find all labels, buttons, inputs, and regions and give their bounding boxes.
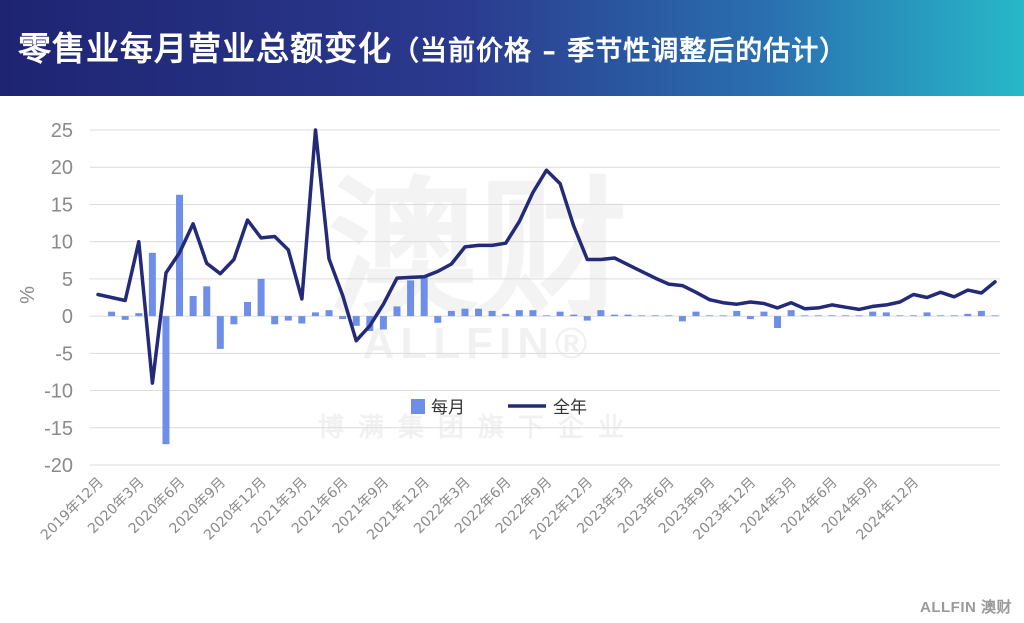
monthly-bar [570,314,578,317]
monthly-bar [665,315,673,317]
y-tick-label: -5 [55,343,73,365]
monthly-bar [706,315,714,317]
monthly-bar [909,315,917,317]
monthly-bar [447,310,455,317]
y-axis-label: % [17,286,39,304]
monthly-bar [475,308,483,317]
monthly-bar [787,310,795,317]
watermark-mid: ALLFIN® [363,319,594,368]
monthly-bar [148,252,156,317]
y-tick-label: -10 [44,381,73,403]
monthly-bar [339,316,347,320]
monthly-bar [325,310,333,317]
monthly-bar [692,311,700,317]
monthly-bar [556,311,564,317]
monthly-bar [610,314,618,317]
monthly-bar [624,314,632,317]
monthly-bar [284,316,292,321]
monthly-bar [651,315,659,317]
annual-line [96,128,997,385]
chart-canvas: 澳财 ALLFIN® 博满集团旗下企业 25 20 15 10 5 0 -5 -10 -15 -2… [17,120,1000,544]
monthly-bar [257,278,265,317]
monthly-bar [855,315,863,317]
monthly-bar [434,316,442,323]
y-tick-label: 25 [51,120,73,142]
monthly-bar [896,315,904,317]
monthly-bar [271,316,279,325]
monthly-bar [828,315,836,317]
monthly-bar [162,316,170,445]
x-axis-ticks: 2019年12月2020年3月2020年6月2020年9月2020年12月202… [38,475,922,544]
monthly-bar [216,316,224,349]
y-tick-label: 10 [51,232,73,254]
legend-label-monthly: 每月 [431,398,465,418]
chart-subtitle: （当前价格 – 季节性调整后的估计） [392,36,848,67]
monthly-bar [203,286,211,317]
monthly-bar [964,313,972,317]
header-banner: 零售业每月营业总额变化（当前价格 – 季节性调整后的估计） [0,0,1024,96]
y-tick-label: 5 [62,269,73,291]
monthly-bar [719,315,727,317]
monthly-bar [393,306,401,317]
legend-label-annual: 全年 [553,398,587,418]
monthly-bar [529,310,537,317]
annual-line-layer [96,128,997,385]
monthly-bar [515,310,523,317]
monthly-bar [461,308,469,317]
monthly-bar [108,311,116,317]
monthly-bar [135,313,143,317]
monthly-bar [923,312,931,317]
y-axis-ticks: 25 20 15 10 5 0 -5 -10 -15 -20 [44,120,73,477]
monthly-bar [760,311,768,317]
monthly-bar [244,301,251,317]
y-tick-label: 0 [62,306,73,328]
monthly-bar [801,315,809,317]
monthly-bar [597,310,605,317]
chart-title: 零售业每月营业总额变化（当前价格 – 季节性调整后的估计） [18,22,847,70]
monthly-bar [420,277,428,317]
monthly-bar [352,316,360,326]
monthly-bar [583,316,591,321]
gridlines [90,129,1000,466]
y-tick-label: 15 [51,194,73,216]
monthly-bar [638,315,646,317]
monthly-bar [733,310,741,317]
monthly-bar [407,280,415,317]
chart-title-main: 零售业每月营业总额变化 [18,29,392,68]
monthly-bar [189,296,197,317]
monthly-bar [230,316,238,325]
monthly-bar [543,315,550,317]
monthly-bar [488,310,496,317]
y-tick-label: -20 [44,455,73,477]
legend-swatch-monthly [411,399,425,414]
monthly-bar [121,316,129,320]
monthly-bar [977,310,985,317]
monthly-bar [814,315,822,317]
monthly-bar [298,316,306,324]
monthly-bar [502,313,510,317]
monthly-bar [842,315,849,317]
monthly-bar [678,316,686,322]
monthly-bar [746,316,754,320]
monthly-bar [311,312,319,317]
legend: 每月 全年 [411,398,587,418]
monthly-bar [774,316,782,329]
y-tick-label: -15 [44,418,73,440]
watermark: 澳财 ALLFIN® 博满集团旗下企业 [318,164,628,443]
monthly-bar [869,311,877,317]
monthly-bar [991,315,999,317]
monthly-bar [937,315,945,317]
monthly-bar [882,312,890,317]
monthly-bar [379,316,387,330]
monthly-bar [950,315,958,317]
y-tick-label: 20 [51,157,73,179]
brand-logo: ALLFIN 澳财 [920,599,1012,616]
